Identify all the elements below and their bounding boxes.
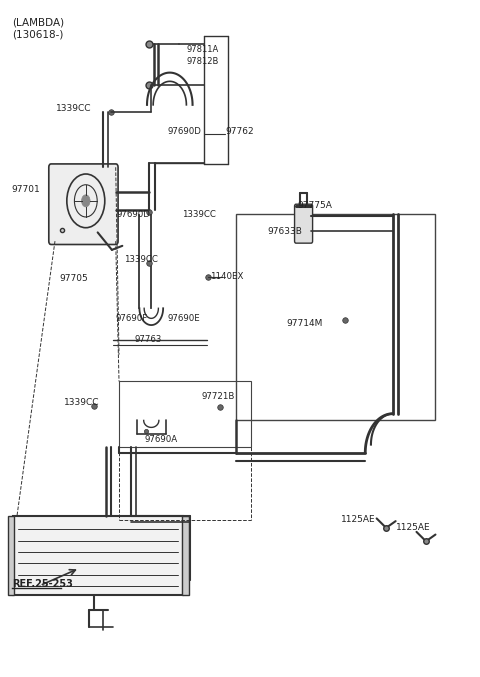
Text: 1339CC: 1339CC: [182, 211, 216, 219]
Text: REF.25-253: REF.25-253: [12, 579, 73, 588]
Text: 97690E: 97690E: [168, 314, 201, 323]
Text: 1339CC: 1339CC: [63, 399, 99, 408]
Text: (LAMBDA): (LAMBDA): [12, 18, 64, 28]
Text: 97775A: 97775A: [297, 201, 332, 210]
Text: 97812B: 97812B: [187, 58, 219, 66]
Text: 97690D: 97690D: [168, 127, 202, 136]
Text: 97705: 97705: [60, 274, 88, 282]
Bar: [13, 516, 183, 595]
Text: 97811A: 97811A: [187, 45, 219, 54]
Text: 97690A: 97690A: [144, 435, 177, 443]
FancyBboxPatch shape: [49, 164, 118, 244]
Bar: [236, 214, 434, 420]
Bar: [119, 381, 251, 447]
Text: 97763: 97763: [135, 335, 162, 345]
Text: 1125AE: 1125AE: [396, 523, 430, 532]
Text: 97633B: 97633B: [267, 227, 302, 236]
FancyBboxPatch shape: [295, 204, 312, 243]
Bar: [8, 516, 14, 595]
Text: 97690F: 97690F: [116, 314, 148, 323]
Circle shape: [82, 195, 90, 207]
Text: 1339CC: 1339CC: [124, 255, 157, 264]
Text: 97721B: 97721B: [201, 392, 234, 401]
Bar: [182, 516, 189, 595]
Text: 97690D: 97690D: [117, 211, 151, 219]
Text: 1125AE: 1125AE: [341, 515, 375, 524]
Text: 1140EX: 1140EX: [210, 272, 243, 281]
Text: 97714M: 97714M: [287, 320, 323, 328]
Text: 97701: 97701: [12, 185, 40, 194]
Text: 97762: 97762: [226, 127, 254, 136]
Text: (130618-): (130618-): [12, 30, 64, 40]
Text: 1339CC: 1339CC: [56, 104, 91, 113]
